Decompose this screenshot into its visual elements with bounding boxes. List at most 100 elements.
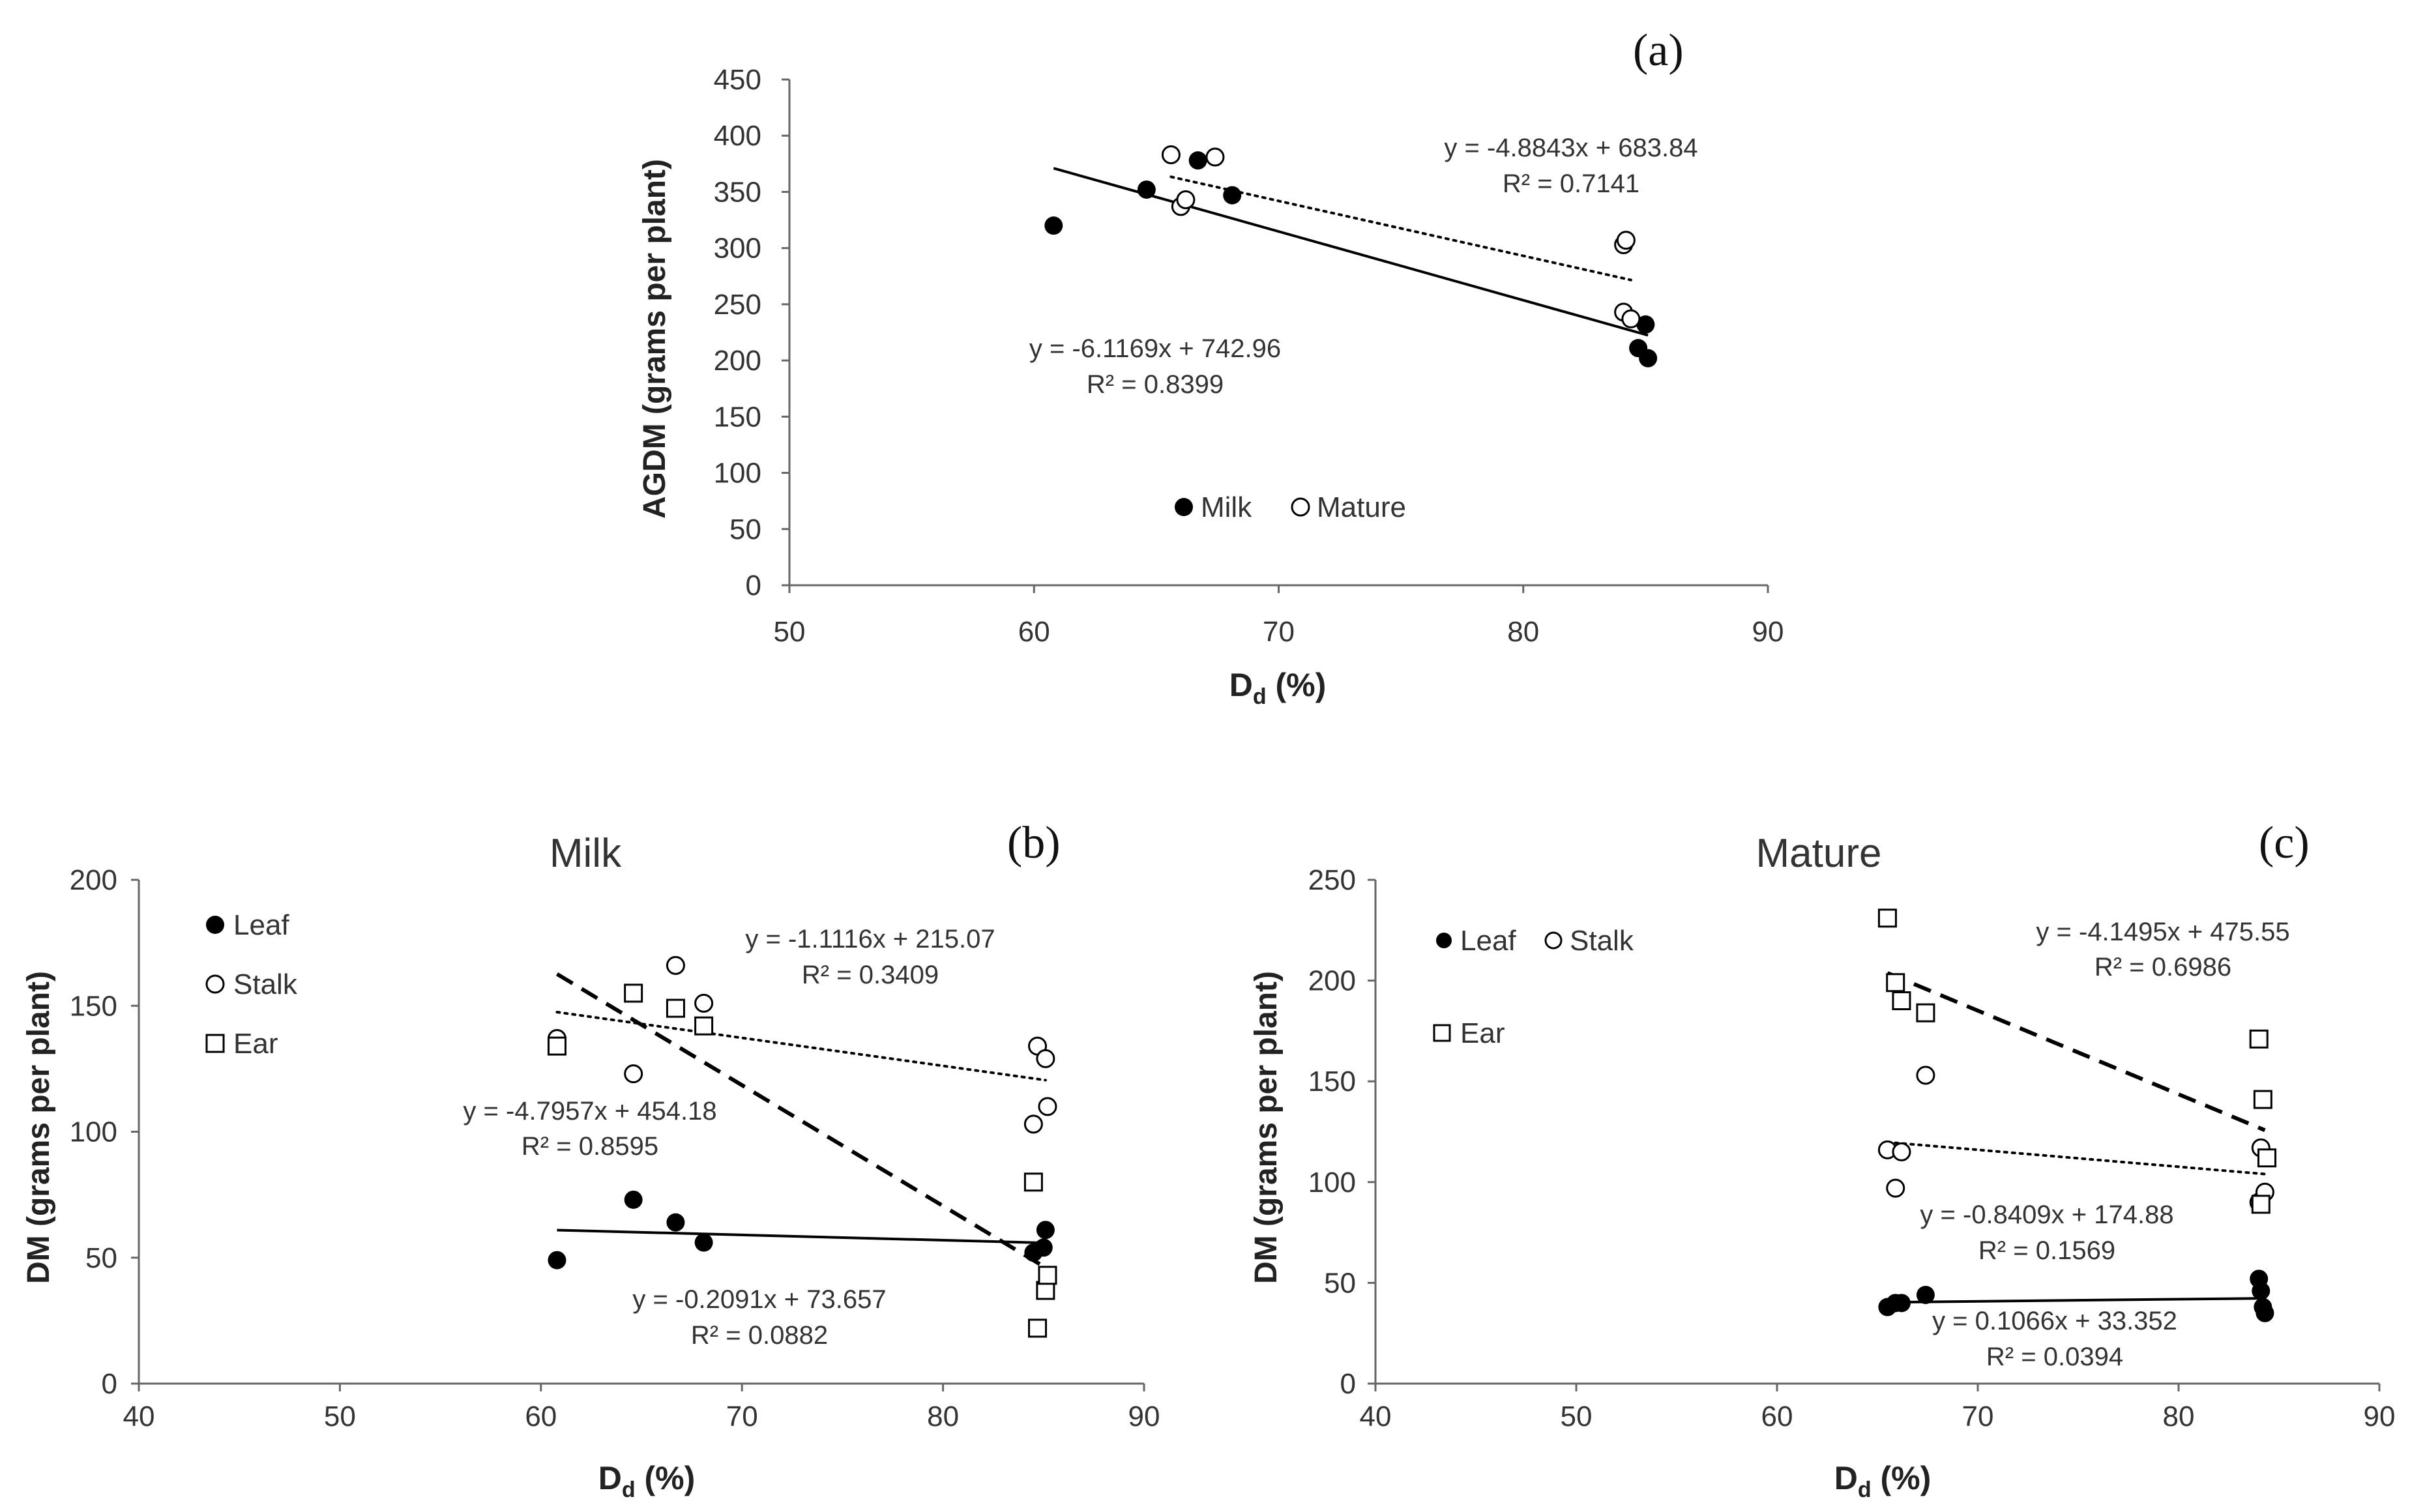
legend-label-stalk-c: Stalk — [1570, 925, 1634, 957]
y-axis-label-a: AGDM (grams per plant) — [638, 159, 672, 519]
y-tick-label: 150 — [714, 401, 761, 433]
legend-marker-stalk-b — [205, 974, 225, 994]
equation-stalk-c: y = -0.8409x + 174.88 — [1920, 1200, 2173, 1229]
y-tick-label: 0 — [1340, 1368, 1356, 1400]
trendline-leaf — [1887, 1297, 2265, 1304]
point-leaf — [1036, 1221, 1055, 1240]
x-axis-label-a: Dd (%) — [1229, 667, 1327, 709]
y-axis-label-b: DM (grams per plant) — [22, 971, 56, 1284]
trendline-ear — [555, 972, 1047, 1270]
point-stalk — [1916, 1066, 1935, 1085]
legend-marker-ear-b — [205, 1034, 225, 1053]
x-tick-label: 60 — [1018, 616, 1050, 648]
trendline-leaf — [557, 1228, 1046, 1245]
legend-marker-mature-a — [1291, 497, 1310, 517]
y-tick-label: 100 — [70, 1116, 117, 1148]
r2-mature-a: R² = 0.7141 — [1503, 169, 1639, 198]
y-tick-label: 0 — [102, 1368, 117, 1400]
x-tick-label: 70 — [726, 1401, 758, 1432]
x-tick-label: 80 — [1507, 616, 1539, 648]
panel-b: Milk (b) DM (grams per plant) Dd (%) 0 50… — [22, 818, 1160, 1502]
y-tick-label: 200 — [70, 864, 117, 896]
point-mature — [1205, 147, 1225, 167]
x-tick-label: 90 — [1752, 616, 1784, 648]
legend-label-stalk-b: Stalk — [233, 968, 298, 1000]
legend-label-leaf-c: Leaf — [1460, 925, 1516, 957]
r2-stalk-b: R² = 0.3409 — [802, 961, 939, 989]
trendline-stalk — [1886, 1141, 2267, 1176]
point-milk — [1137, 180, 1156, 199]
point-milk — [1044, 216, 1063, 235]
panel-c: Mature (c) DM (grams per plant) Dd (%) 0… — [1249, 818, 2395, 1502]
legend-c: Leaf Stalk Ear — [1433, 925, 1634, 1049]
x-tick-label: 90 — [2364, 1401, 2396, 1432]
point-stalk — [1023, 1114, 1043, 1134]
point-leaf — [2252, 1281, 2270, 1300]
y-axis-label-c: DM (grams per plant) — [1249, 971, 1284, 1284]
point-stalk — [1036, 1049, 1055, 1068]
point-ear — [1892, 991, 1911, 1011]
x-tick-label: 80 — [2163, 1401, 2195, 1432]
equation-leaf-b: y = -0.2091x + 73.657 — [632, 1285, 886, 1314]
point-mature — [1616, 231, 1636, 250]
legend-label-milk-a: Milk — [1201, 491, 1252, 523]
point-mature — [1621, 309, 1641, 328]
point-ear — [2251, 1195, 2270, 1214]
r2-leaf-b: R² = 0.0882 — [691, 1321, 828, 1350]
panel-a: (a) AGDM (grams per plant) Dd (%) 0 50 100… — [638, 25, 1784, 709]
point-mature — [1161, 145, 1181, 165]
legend-label-mature-a: Mature — [1317, 491, 1406, 523]
r2-leaf-c: R² = 0.0394 — [1986, 1343, 2123, 1371]
trendlines-b — [555, 972, 1047, 1270]
points-a — [1044, 145, 1658, 368]
trendline-ear — [1887, 971, 2266, 1132]
x-axis-label-c: Dd (%) — [1834, 1460, 1932, 1502]
point-ear — [1916, 1003, 1935, 1023]
axes-a: 0 50 100 150 200 250 300 350 400 450 50 60 70 80 90 — [714, 64, 1784, 648]
legend-marker-milk-a — [1175, 498, 1193, 516]
y-tick-label: 450 — [714, 64, 761, 96]
r2-stalk-c: R² = 0.1569 — [1978, 1236, 2115, 1265]
axes-b: 0 50 100 150 200 40 50 60 70 80 90 — [70, 864, 1160, 1432]
x-tick-label: 60 — [525, 1401, 557, 1432]
y-tick-label: 250 — [714, 289, 761, 321]
point-stalk — [694, 993, 714, 1013]
y-tick-label: 0 — [746, 570, 761, 602]
r2-milk-a: R² = 0.8399 — [1087, 370, 1224, 399]
point-leaf — [624, 1190, 643, 1209]
legend-marker-stalk-c — [1544, 931, 1563, 950]
legend-b: Leaf Stalk Ear — [205, 909, 298, 1060]
x-tick-label: 50 — [1561, 1401, 1593, 1432]
equation-milk-a: y = -6.1169x + 742.96 — [1029, 334, 1281, 363]
x-axis-label-b: Dd (%) — [598, 1460, 696, 1502]
point-ear — [666, 998, 685, 1018]
y-tick-label: 50 — [1324, 1267, 1356, 1299]
y-tick-label: 50 — [729, 514, 761, 545]
equation-ear-b: y = -4.7957x + 454.18 — [463, 1097, 716, 1126]
x-tick-label: 70 — [1263, 616, 1295, 648]
point-mature — [1176, 190, 1196, 210]
chart-title-c: Mature — [1756, 831, 1882, 876]
point-ear — [547, 1036, 566, 1056]
panel-label-a: (a) — [1633, 25, 1684, 76]
equation-mature-a: y = -4.8843x + 683.84 — [1444, 134, 1697, 162]
r2-ear-c: R² = 0.6986 — [2094, 953, 2231, 981]
y-tick-label: 150 — [1308, 1066, 1356, 1098]
point-stalk — [1038, 1097, 1057, 1116]
y-tick-label: 150 — [70, 990, 117, 1022]
point-ear — [1877, 909, 1897, 928]
x-tick-label: 70 — [1962, 1401, 1994, 1432]
y-tick-label: 400 — [714, 120, 761, 152]
legend-marker-ear-c — [1433, 1024, 1451, 1042]
point-milk — [1188, 151, 1207, 170]
y-tick-label: 350 — [714, 176, 761, 208]
point-ear — [2253, 1090, 2272, 1109]
x-tick-label: 40 — [123, 1401, 155, 1432]
equation-leaf-c: y = 0.1066x + 33.352 — [1932, 1307, 2177, 1335]
legend-label-leaf-b: Leaf — [233, 909, 289, 941]
point-ear — [694, 1016, 714, 1036]
y-tick-label: 100 — [714, 458, 761, 489]
x-tick-label: 50 — [774, 616, 806, 648]
x-tick-label: 80 — [927, 1401, 959, 1432]
